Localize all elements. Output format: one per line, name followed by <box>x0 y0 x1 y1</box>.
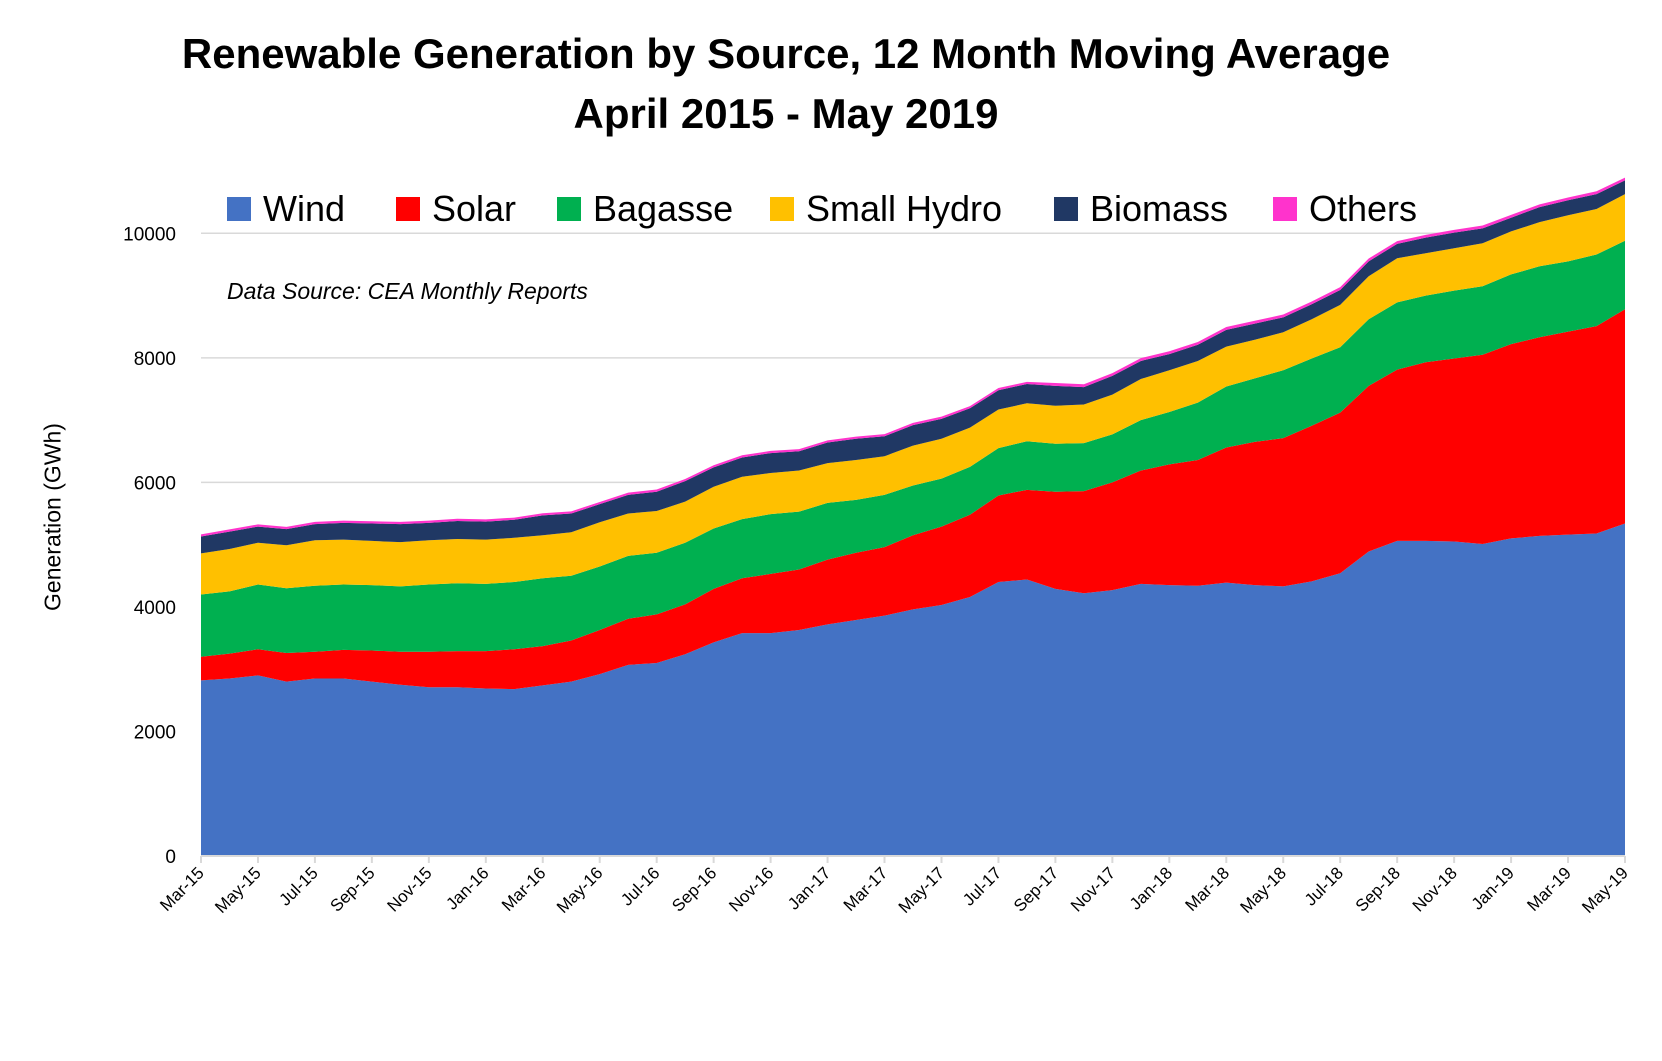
legend-item-solar: Solar <box>396 188 516 230</box>
legend-label: Wind <box>263 188 346 229</box>
legend-label: Solar <box>432 188 517 229</box>
y-tick-label: 4000 <box>134 598 176 619</box>
area-series-bagasse <box>201 240 1625 657</box>
legend-swatch <box>557 197 581 221</box>
x-tick-label: Mar-16 <box>498 863 550 915</box>
legend-swatch <box>396 197 420 221</box>
x-tick-label: Sep-18 <box>1352 863 1404 915</box>
x-tick-label: May-18 <box>1237 863 1291 917</box>
x-tick-label: Nov-18 <box>1409 863 1461 915</box>
legend-label: Biomass <box>1090 188 1229 229</box>
x-tick-label: May-19 <box>1578 863 1632 917</box>
x-tick-label: Jan-17 <box>784 863 834 913</box>
x-tick-label: Nov-16 <box>725 863 777 915</box>
x-tick-label: Mar-17 <box>840 863 892 915</box>
x-tick-label: Sep-17 <box>1010 863 1062 915</box>
legend-label: Small Hydro <box>806 188 1003 229</box>
legend-swatch <box>1273 197 1297 221</box>
legend-swatch <box>1054 197 1078 221</box>
x-tick-label: Sep-15 <box>327 863 379 915</box>
x-tick-label: Mar-15 <box>156 863 208 915</box>
area-series-solar <box>201 309 1625 690</box>
legend-item-bagasse: Bagasse <box>557 188 733 230</box>
x-tick-label: Nov-17 <box>1067 863 1119 915</box>
y-tick-label: 10000 <box>123 224 176 245</box>
x-tick-label: May-15 <box>211 863 265 917</box>
legend-item-biomass: Biomass <box>1054 188 1228 230</box>
x-tick-label: Jul-15 <box>276 863 322 909</box>
legend-label: Others <box>1309 188 1418 229</box>
data-source-annotation: Data Source: CEA Monthly Reports <box>227 278 588 304</box>
x-tick-label: Jan-16 <box>442 863 492 913</box>
legend-item-wind: Wind <box>227 188 345 230</box>
x-tick-label: May-16 <box>553 863 607 917</box>
x-tick-label: Sep-16 <box>668 863 720 915</box>
legend-swatch <box>227 197 251 221</box>
legend-item-others: Others <box>1273 188 1417 230</box>
chart-title: Renewable Generation by Source, 12 Month… <box>181 30 1391 77</box>
y-tick-label: 0 <box>165 847 176 868</box>
area-series-small-hydro <box>201 194 1625 595</box>
x-tick-label: Jul-16 <box>617 863 663 909</box>
legend-label: Bagasse <box>593 188 734 229</box>
chart-subtitle: April 2015 - May 2019 <box>573 90 999 137</box>
x-tick-label: Jul-18 <box>1301 863 1347 909</box>
x-tick-label: May-17 <box>895 863 949 917</box>
x-tick-label: Jul-17 <box>959 863 1005 909</box>
x-tick-label: Nov-15 <box>383 863 435 915</box>
y-tick-label: 6000 <box>134 473 176 494</box>
y-tick-label: 2000 <box>134 722 176 743</box>
x-tick-label: Mar-18 <box>1182 863 1234 915</box>
x-tick-label: Jan-19 <box>1468 863 1518 913</box>
y-tick-label: 8000 <box>134 349 176 370</box>
area-series-wind <box>201 523 1625 856</box>
legend-item-small-hydro: Small Hydro <box>770 188 1002 230</box>
x-tick-label: Jan-18 <box>1126 863 1176 913</box>
x-tick-label: Mar-19 <box>1523 863 1575 915</box>
legend-swatch <box>770 197 794 221</box>
